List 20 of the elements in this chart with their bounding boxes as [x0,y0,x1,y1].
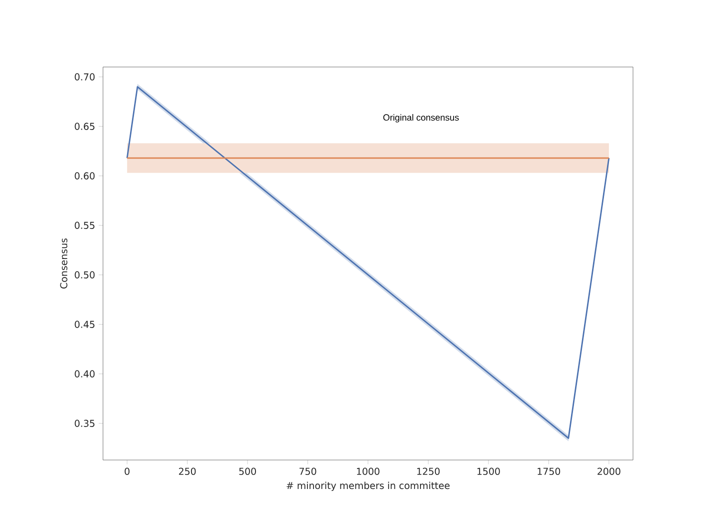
x-tick-label: 1500 [477,468,500,475]
y-tick-label: 0.45 [74,320,94,328]
x-tick-label: 250 [178,468,196,475]
x-axis-title: # minority members in committee [286,482,450,491]
y-tick-label: 0.50 [74,271,95,278]
y-axis-title: Consensus [60,238,68,288]
x-tick-label: 1250 [417,468,440,475]
y-tick-label: 0.40 [74,370,95,378]
x-tick-label: 2000 [598,468,620,475]
text: Original consensus [383,114,459,122]
x-tick-label: 1000 [357,468,380,475]
x-tick-label: 500 [239,468,256,475]
y-tick-label: 0.35 [74,420,94,427]
x-tick-label: 750 [300,468,316,475]
y-tick-label: 0.55 [74,222,94,229]
y-tick-label: 0.70 [74,73,95,80]
x-tick-label: 0 [124,468,130,475]
y-tick-label: 0.65 [74,122,94,130]
y-tick-label: 0.60 [74,172,95,180]
x-tick-label: 1750 [538,468,560,475]
